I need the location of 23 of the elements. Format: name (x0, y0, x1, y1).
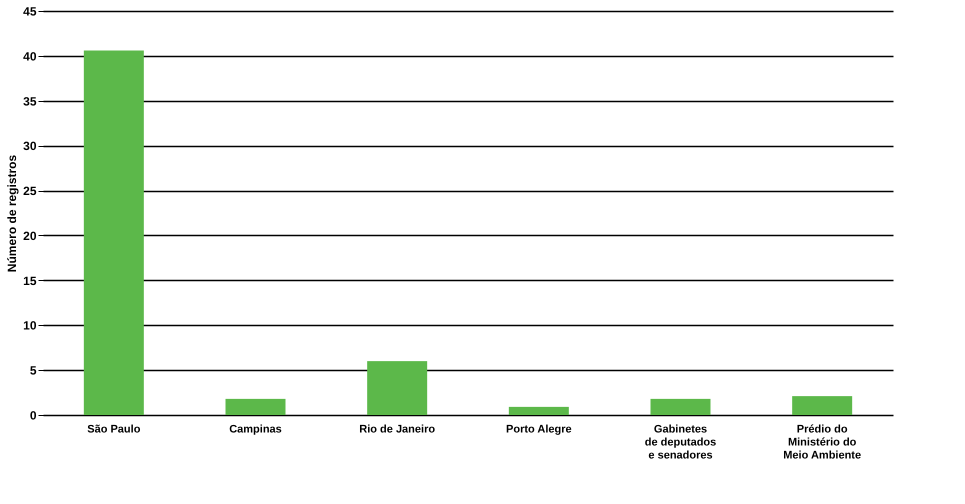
x-tick-label: Prédio do Ministério do Meio Ambiente (783, 424, 862, 462)
bar (226, 398, 286, 415)
x-tick-label: Campinas (229, 424, 282, 436)
y-tick-label: 15 (23, 274, 37, 288)
y-tick-label: 35 (23, 94, 37, 108)
bar (84, 50, 144, 415)
x-tick-label: Porto Alegre (506, 424, 572, 436)
y-tick-label: 0 (30, 408, 37, 422)
bar (508, 406, 569, 415)
bar (650, 398, 710, 415)
y-tick-label: 10 (23, 318, 37, 333)
y-axis-title: Número de registros (5, 154, 20, 272)
x-tick-label: São Paulo (87, 424, 141, 436)
y-tick-label: 30 (23, 139, 37, 154)
bar (367, 361, 428, 415)
y-tick-label: 45 (23, 4, 37, 18)
y-tick-label: 40 (23, 49, 37, 64)
y-tick-label: 25 (23, 184, 37, 198)
x-tick-label: Rio de Janeiro (359, 424, 436, 436)
y-tick-label: 5 (30, 364, 37, 378)
x-tick-label: Gabinetes de deputados e senadores (644, 424, 716, 462)
bar (792, 396, 852, 415)
y-tick-label: 20 (23, 228, 37, 243)
